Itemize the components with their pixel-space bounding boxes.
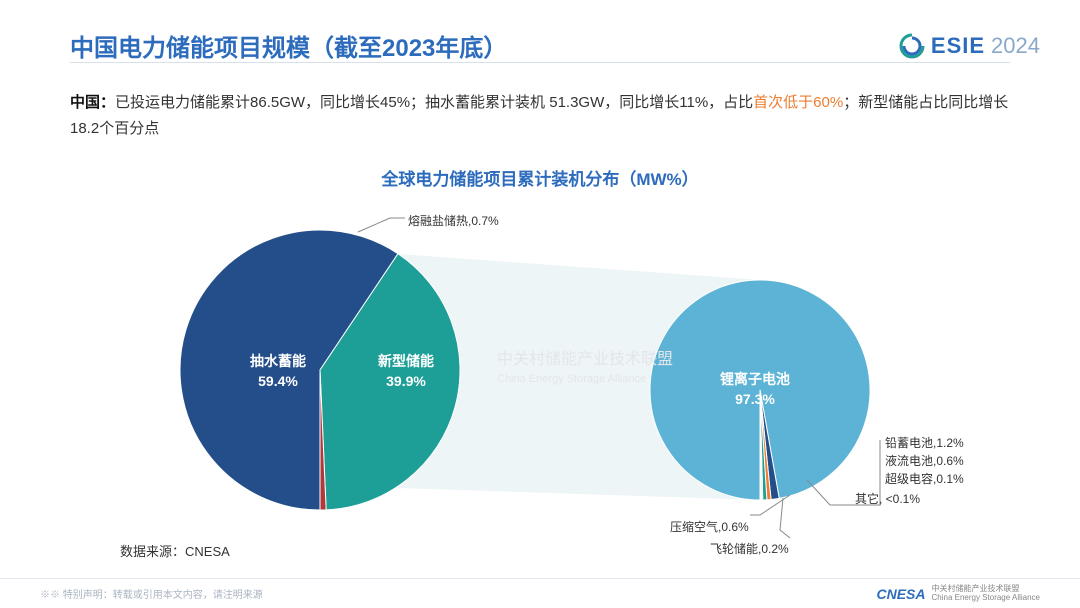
slice-ext-label: 飞轮储能,0.2% xyxy=(710,540,789,557)
slice-ext-label: 超级电容,0.1% xyxy=(885,470,964,487)
slice-ext-label: 压缩空气,0.6% xyxy=(670,518,749,535)
footer-brand: CNESA 中关村储能产业技术联盟 China Energy Storage A… xyxy=(876,585,1040,603)
slice-label: 锂离子电池97.3% xyxy=(720,370,790,409)
slide-root: 中国电力储能项目规模（截至2023年底） ESIE 2024 中国：已投运电力储… xyxy=(0,0,1080,608)
slice-label: 抽水蓄能59.4% xyxy=(250,352,306,391)
slice-ext-label: 其它, <0.1% xyxy=(855,490,920,507)
slice-ext-label: 铅蓄电池,1.2% xyxy=(885,434,964,451)
footer: ※※ 特别声明：转载或引用本文内容，请注明来源 CNESA 中关村储能产业技术联… xyxy=(0,578,1080,608)
data-source: 数据来源：CNESA xyxy=(120,541,230,560)
slice-ext-label: 液流电池,0.6% xyxy=(885,452,964,469)
slice-label: 新型储能39.9% xyxy=(378,352,434,391)
cnesa-sub2: China Energy Storage Alliance xyxy=(931,594,1040,603)
cnesa-logo-text: CNESA xyxy=(876,586,925,602)
pie-breakout xyxy=(0,0,1080,608)
footer-disclaimer: ※※ 特别声明：转载或引用本文内容，请注明来源 xyxy=(40,586,263,601)
slice-ext-label: 熔融盐储热,0.7% xyxy=(408,212,499,229)
